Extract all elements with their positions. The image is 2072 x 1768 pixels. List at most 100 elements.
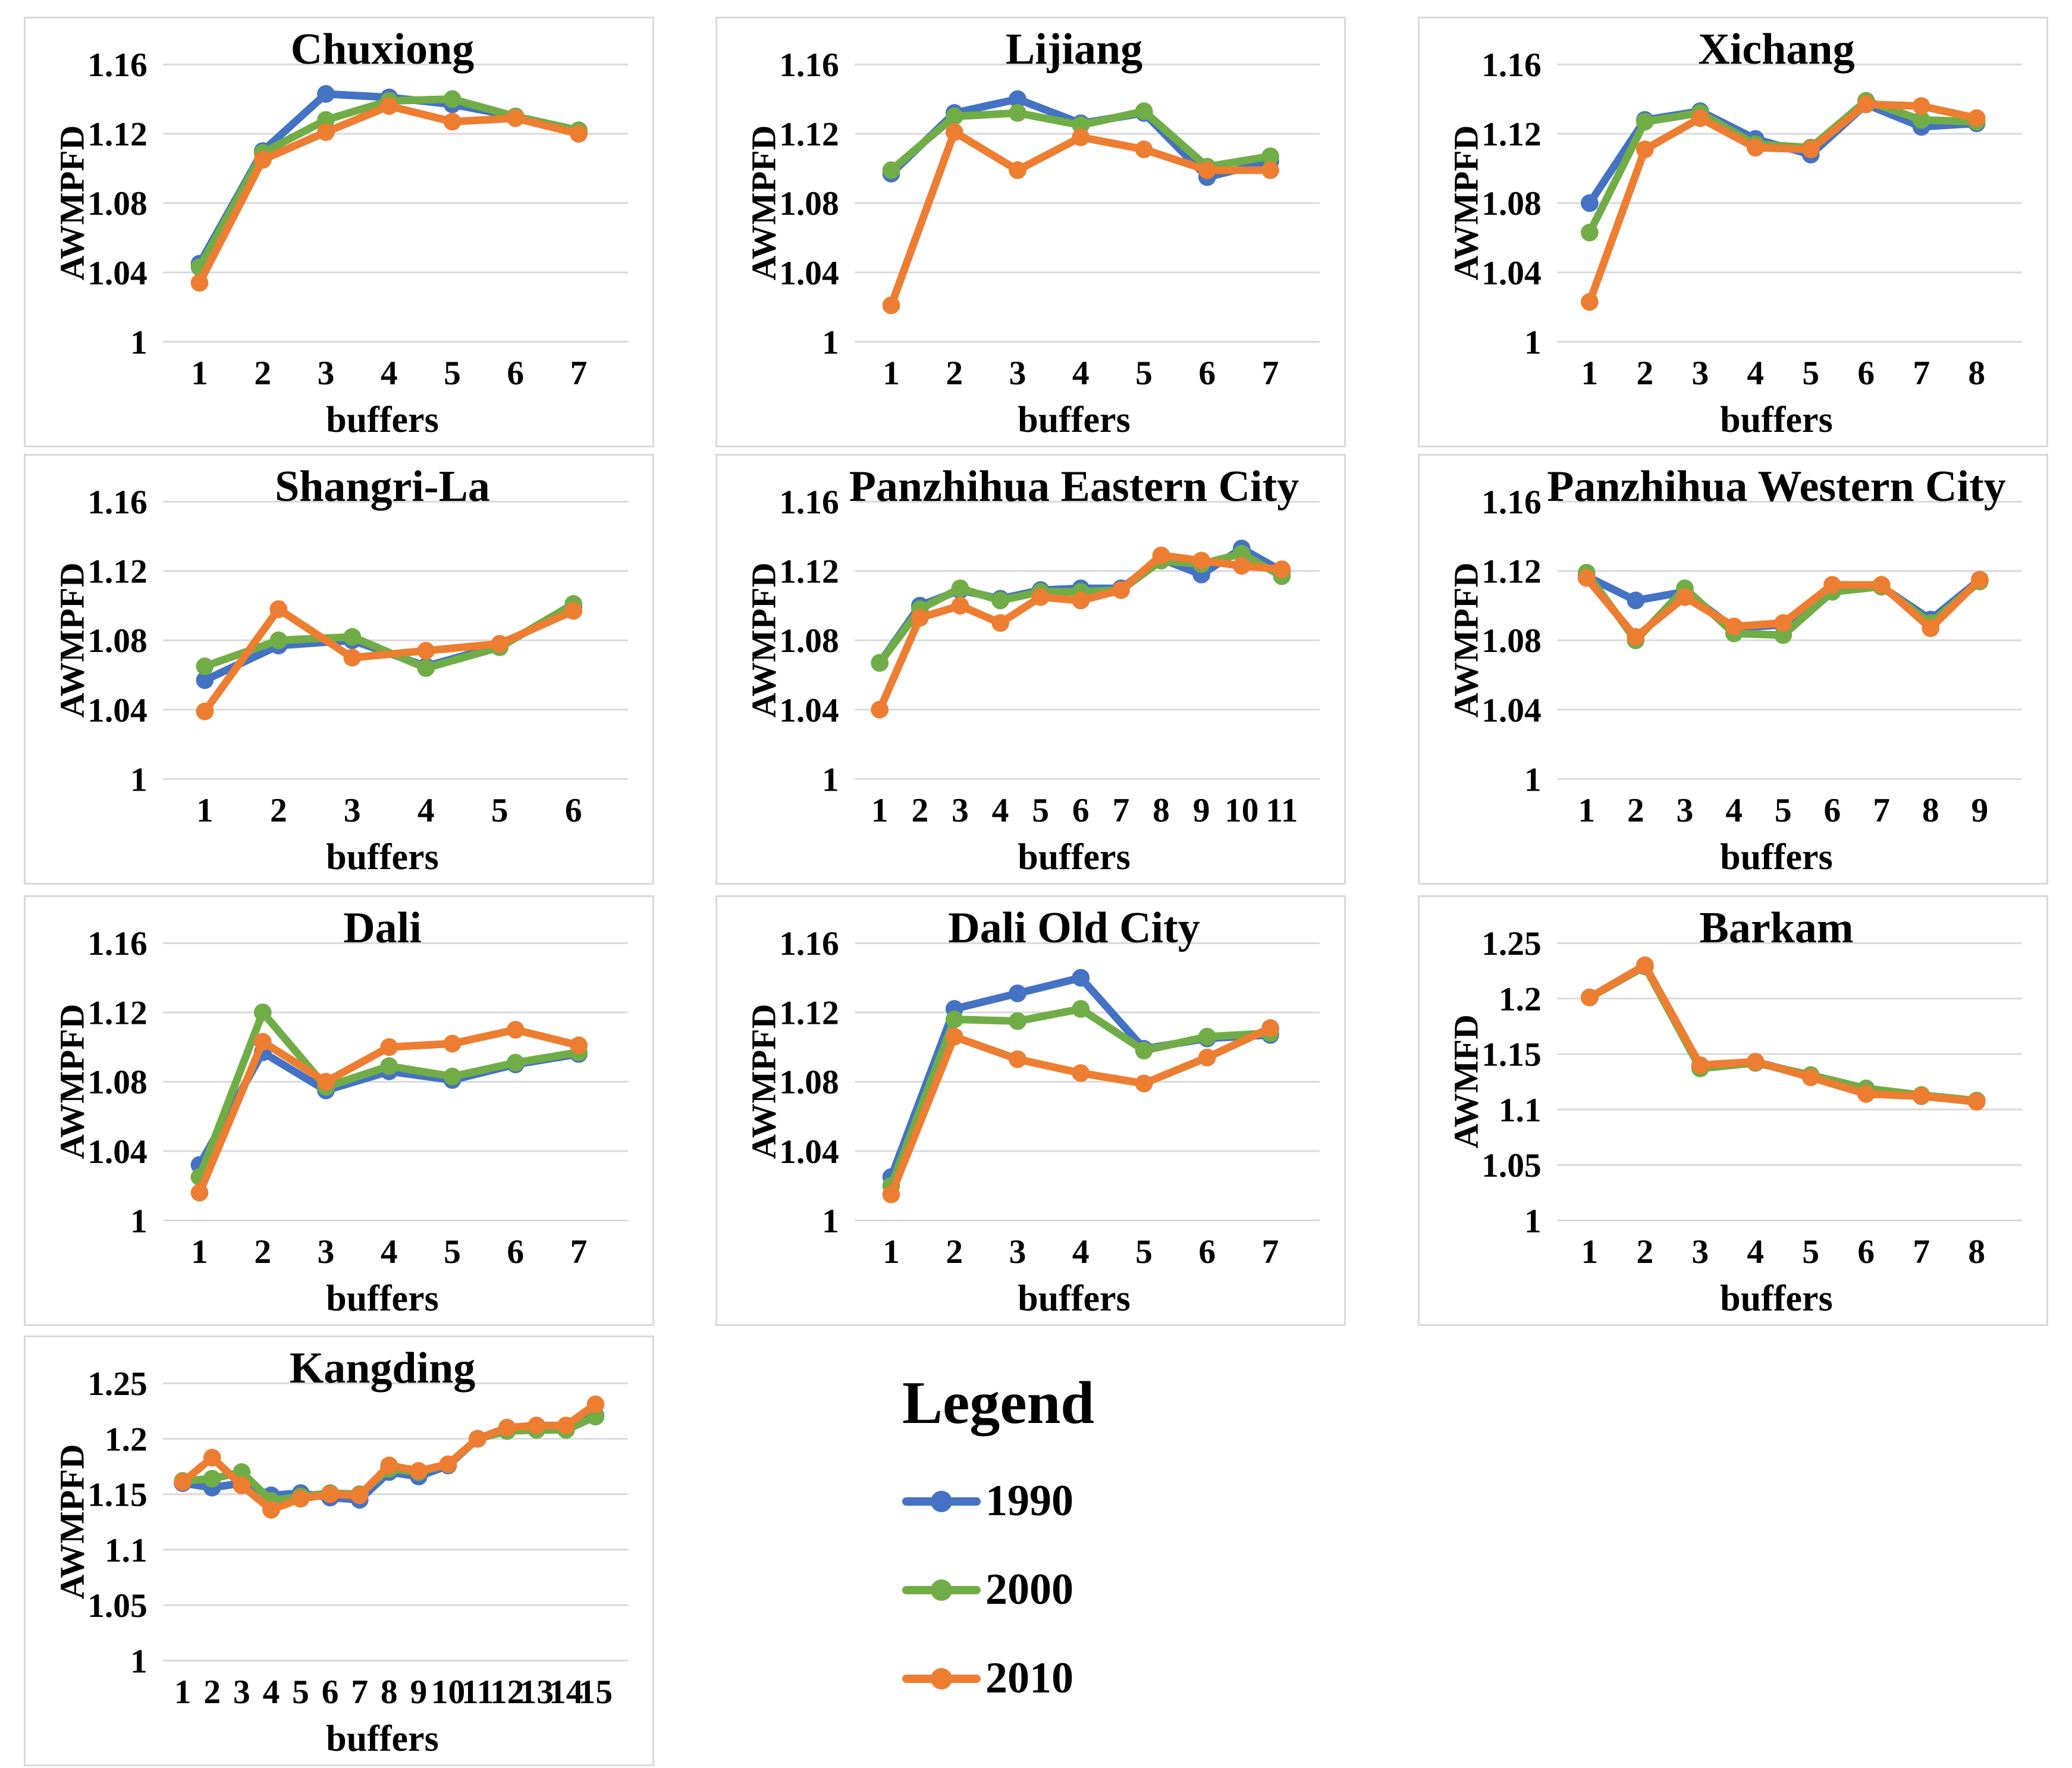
chart-shangri-la: Shangri-La AWMPFD buffers 1 1.04 1.08 1.12 1… [24, 454, 654, 885]
chart-title: Kangding [289, 1344, 476, 1393]
chart-xichang: Xichang AWMPFD buffers 1 1.04 1.08 1.12 1.16… [1418, 17, 2048, 447]
svg-text:1: 1 [1581, 355, 1599, 392]
chart-dali: Dali AWMPFD buffers 1 1.04 1.08 1.12 1.16 1 2 3… [24, 895, 654, 1326]
x-axis-label: buffers [1018, 837, 1131, 877]
x-axis-label: buffers [1018, 1278, 1131, 1319]
svg-text:1: 1 [1578, 792, 1595, 829]
svg-text:4: 4 [417, 792, 435, 829]
svg-text:1.08: 1.08 [1481, 185, 1542, 222]
svg-text:5: 5 [444, 355, 461, 392]
y-axis-label: AWMPFD [1446, 562, 1486, 718]
legend-line-marker-1990-icon [902, 1488, 981, 1515]
svg-text:4: 4 [263, 1673, 280, 1711]
svg-text:1.1: 1.1 [105, 1532, 147, 1569]
svg-text:7: 7 [1873, 792, 1890, 829]
chart-lijiang: Lijiang AWMPFD buffers 1 1.04 1.08 1.12 1.16… [715, 17, 1346, 447]
legend-entry-1990: 1990 [902, 1476, 1347, 1526]
svg-text:6: 6 [1857, 355, 1875, 392]
y-axis-label: AWMPFD [744, 125, 783, 281]
legend-title: Legend [902, 1369, 1095, 1437]
chart-title: Panzhihua Eastern City [849, 462, 1299, 511]
svg-text:8: 8 [1153, 792, 1170, 829]
x-axis-label: buffers [326, 837, 439, 877]
svg-text:1.12: 1.12 [87, 553, 147, 591]
svg-text:8: 8 [1922, 792, 1939, 829]
svg-text:1: 1 [1524, 324, 1542, 361]
svg-text:1: 1 [196, 792, 214, 829]
svg-text:6: 6 [1198, 355, 1216, 392]
y-axis-label: AWMFD [1446, 1014, 1486, 1149]
legend-line-marker-2000-icon [902, 1577, 981, 1603]
svg-text:2: 2 [946, 355, 963, 392]
chart-title: Panzhihua Western City [1547, 462, 2006, 511]
svg-text:1.25: 1.25 [87, 1365, 147, 1403]
y-axis-label: AWMPFD [744, 1004, 783, 1159]
svg-text:1: 1 [191, 1233, 208, 1271]
chart-chuxiong: Chuxiong AWMPFD buffers 1 1.04 1.08 1.12 1.1… [24, 17, 654, 447]
x-axis-label: buffers [1720, 837, 1833, 877]
chart-dali-old-city: Dali Old City AWMPFD buffers 1 1.04 1.08 1.… [715, 895, 1346, 1326]
svg-text:5: 5 [1032, 792, 1049, 829]
svg-text:1.04: 1.04 [779, 1133, 839, 1171]
svg-text:1.2: 1.2 [105, 1421, 147, 1458]
svg-text:2: 2 [1627, 792, 1644, 829]
svg-text:1.12: 1.12 [779, 553, 839, 591]
svg-text:11: 11 [462, 1673, 494, 1711]
svg-text:2: 2 [254, 1233, 271, 1271]
svg-text:1.08: 1.08 [1481, 622, 1542, 660]
svg-text:9: 9 [1193, 792, 1210, 829]
svg-text:5: 5 [444, 1233, 461, 1271]
svg-text:8: 8 [1968, 1233, 1985, 1271]
plot-area: 11.041.081.121.161 2 3 4 5 6 7 8 9 [1481, 484, 2022, 829]
svg-text:1.16: 1.16 [779, 925, 839, 963]
svg-text:11: 11 [1266, 792, 1298, 829]
svg-text:6: 6 [1824, 792, 1841, 829]
svg-text:2: 2 [1636, 1233, 1653, 1271]
chart-title: Dali [343, 904, 422, 952]
svg-text:1.04: 1.04 [87, 255, 147, 292]
svg-text:4: 4 [1747, 1233, 1764, 1271]
svg-text:1: 1 [1581, 1233, 1599, 1271]
legend-entry-2010: 2010 [902, 1653, 1347, 1704]
svg-text:1.04: 1.04 [87, 692, 147, 729]
svg-text:3: 3 [1009, 1233, 1026, 1271]
chart-title: Barkam [1699, 904, 1854, 952]
svg-text:5: 5 [1135, 355, 1153, 392]
svg-text:5: 5 [1802, 355, 1819, 392]
svg-text:1.04: 1.04 [1481, 692, 1542, 729]
svg-text:3: 3 [318, 355, 335, 392]
svg-text:7: 7 [570, 1233, 588, 1271]
x-axis-label: buffers [1720, 1278, 1833, 1319]
x-axis-label: buffers [326, 1278, 439, 1319]
x-axis-label: buffers [326, 1719, 439, 1759]
svg-text:1.05: 1.05 [87, 1587, 147, 1625]
svg-text:4: 4 [1747, 355, 1764, 392]
svg-text:4: 4 [1072, 1233, 1090, 1271]
svg-text:5: 5 [491, 792, 508, 829]
svg-text:2: 2 [254, 355, 271, 392]
svg-text:1.15: 1.15 [1481, 1036, 1542, 1074]
svg-text:1: 1 [822, 324, 839, 361]
svg-text:2: 2 [911, 792, 928, 829]
legend: Legend 1990 2000 2010 [895, 1368, 1347, 1704]
svg-text:1.12: 1.12 [87, 995, 147, 1032]
svg-text:4: 4 [1725, 792, 1743, 829]
svg-text:1: 1 [130, 761, 147, 798]
svg-text:5: 5 [1135, 1233, 1153, 1271]
x-axis-label: buffers [1720, 400, 1833, 440]
svg-text:1.12: 1.12 [1481, 116, 1542, 153]
svg-text:1.08: 1.08 [87, 1064, 147, 1101]
svg-text:1.12: 1.12 [779, 995, 839, 1032]
svg-text:1: 1 [191, 355, 208, 392]
chart-kangding: Kangding AWMPFD buffers 1 1.05 1.1 1.15 1.2 1… [24, 1336, 654, 1766]
svg-text:1.04: 1.04 [1481, 255, 1542, 292]
svg-text:1.16: 1.16 [87, 484, 147, 521]
chart-title: Chuxiong [290, 25, 475, 74]
plot-area: 1 1.04 1.08 1.12 1.16 1 2 3 4 5 6 7 [779, 925, 1320, 1271]
svg-text:3: 3 [344, 792, 361, 829]
y-axis-label: AWMPFD [52, 562, 92, 718]
legend-label: 2010 [985, 1654, 1073, 1703]
svg-text:1.16: 1.16 [87, 46, 147, 84]
